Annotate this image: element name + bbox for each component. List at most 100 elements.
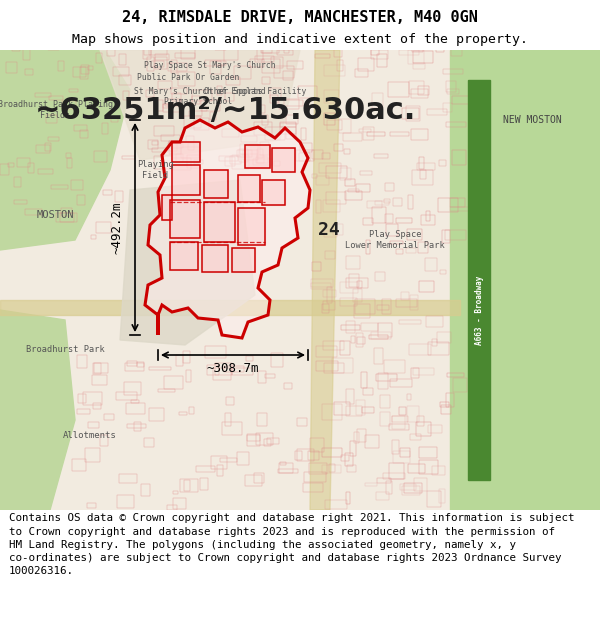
Bar <box>295 451 302 460</box>
Bar <box>172 159 191 169</box>
Bar <box>367 201 382 208</box>
Bar <box>393 198 403 206</box>
Bar <box>35 93 51 97</box>
Bar <box>428 342 449 355</box>
Bar <box>148 140 158 149</box>
Bar <box>173 491 178 494</box>
Bar <box>241 136 257 142</box>
Bar <box>205 60 224 66</box>
Bar <box>100 434 109 446</box>
Bar <box>365 435 379 447</box>
Polygon shape <box>262 180 285 205</box>
Bar <box>386 224 398 236</box>
Bar <box>396 299 417 307</box>
Bar <box>406 106 420 121</box>
Bar <box>193 96 200 104</box>
Bar <box>71 181 83 190</box>
Bar <box>152 148 167 152</box>
Bar <box>230 156 241 164</box>
Bar <box>404 483 422 492</box>
Bar <box>186 369 191 382</box>
Bar <box>217 466 223 476</box>
Bar <box>341 325 360 329</box>
Bar <box>201 99 220 111</box>
Bar <box>371 332 391 339</box>
Bar <box>277 50 293 55</box>
Bar <box>385 199 391 203</box>
Bar <box>262 48 272 53</box>
Bar <box>316 176 329 185</box>
Bar <box>353 432 359 443</box>
Bar <box>327 288 332 303</box>
Bar <box>280 122 296 127</box>
Bar <box>374 154 388 158</box>
Bar <box>446 393 454 407</box>
Bar <box>366 240 370 254</box>
Text: Map shows position and indicative extent of the property.: Map shows position and indicative extent… <box>72 32 528 46</box>
Bar <box>452 96 473 104</box>
Bar <box>262 59 280 73</box>
Bar <box>245 474 262 486</box>
Bar <box>270 88 281 98</box>
Bar <box>377 374 388 389</box>
Bar <box>427 491 441 507</box>
Bar <box>384 360 405 373</box>
Bar <box>278 462 293 473</box>
Bar <box>406 248 416 253</box>
Bar <box>280 122 296 134</box>
Bar <box>407 394 411 400</box>
Bar <box>304 472 326 482</box>
Bar <box>181 479 197 492</box>
Bar <box>163 104 182 112</box>
Bar <box>149 367 171 370</box>
Bar <box>350 441 356 456</box>
Bar <box>134 422 142 431</box>
Bar <box>340 282 358 294</box>
Bar <box>265 374 275 378</box>
Bar <box>392 416 408 422</box>
Bar <box>440 270 446 274</box>
Bar <box>316 361 338 371</box>
Bar <box>254 56 274 62</box>
Bar <box>155 57 167 69</box>
Bar <box>239 149 248 162</box>
Bar <box>419 156 424 169</box>
Bar <box>355 69 368 77</box>
Bar <box>413 51 433 63</box>
Bar <box>119 76 131 85</box>
Bar <box>222 421 242 435</box>
Bar <box>257 155 264 163</box>
Bar <box>417 163 435 171</box>
Bar <box>127 361 137 366</box>
Bar <box>169 62 187 71</box>
Bar <box>61 208 73 216</box>
Bar <box>418 86 428 94</box>
Bar <box>447 373 464 376</box>
Bar <box>95 53 102 63</box>
Text: Playing
Field: Playing Field <box>137 160 173 180</box>
Bar <box>349 189 359 192</box>
Bar <box>256 432 273 445</box>
Polygon shape <box>145 120 310 338</box>
Polygon shape <box>100 50 300 160</box>
Bar <box>316 200 320 213</box>
Bar <box>271 56 283 68</box>
Text: St Mary's Church of England: St Mary's Church of England <box>134 88 266 96</box>
Bar <box>94 151 107 162</box>
Bar <box>346 256 359 269</box>
Polygon shape <box>204 170 228 198</box>
Bar <box>351 336 355 343</box>
Bar <box>323 363 344 374</box>
Bar <box>111 117 118 122</box>
Bar <box>257 48 263 60</box>
Bar <box>124 382 142 396</box>
Bar <box>152 141 158 145</box>
Text: Broadhurst Park: Broadhurst Park <box>26 346 104 354</box>
Bar <box>361 372 367 388</box>
Bar <box>169 141 181 154</box>
Polygon shape <box>204 202 235 242</box>
Bar <box>274 66 293 78</box>
Bar <box>209 112 216 119</box>
Polygon shape <box>238 175 260 202</box>
Bar <box>412 39 422 52</box>
